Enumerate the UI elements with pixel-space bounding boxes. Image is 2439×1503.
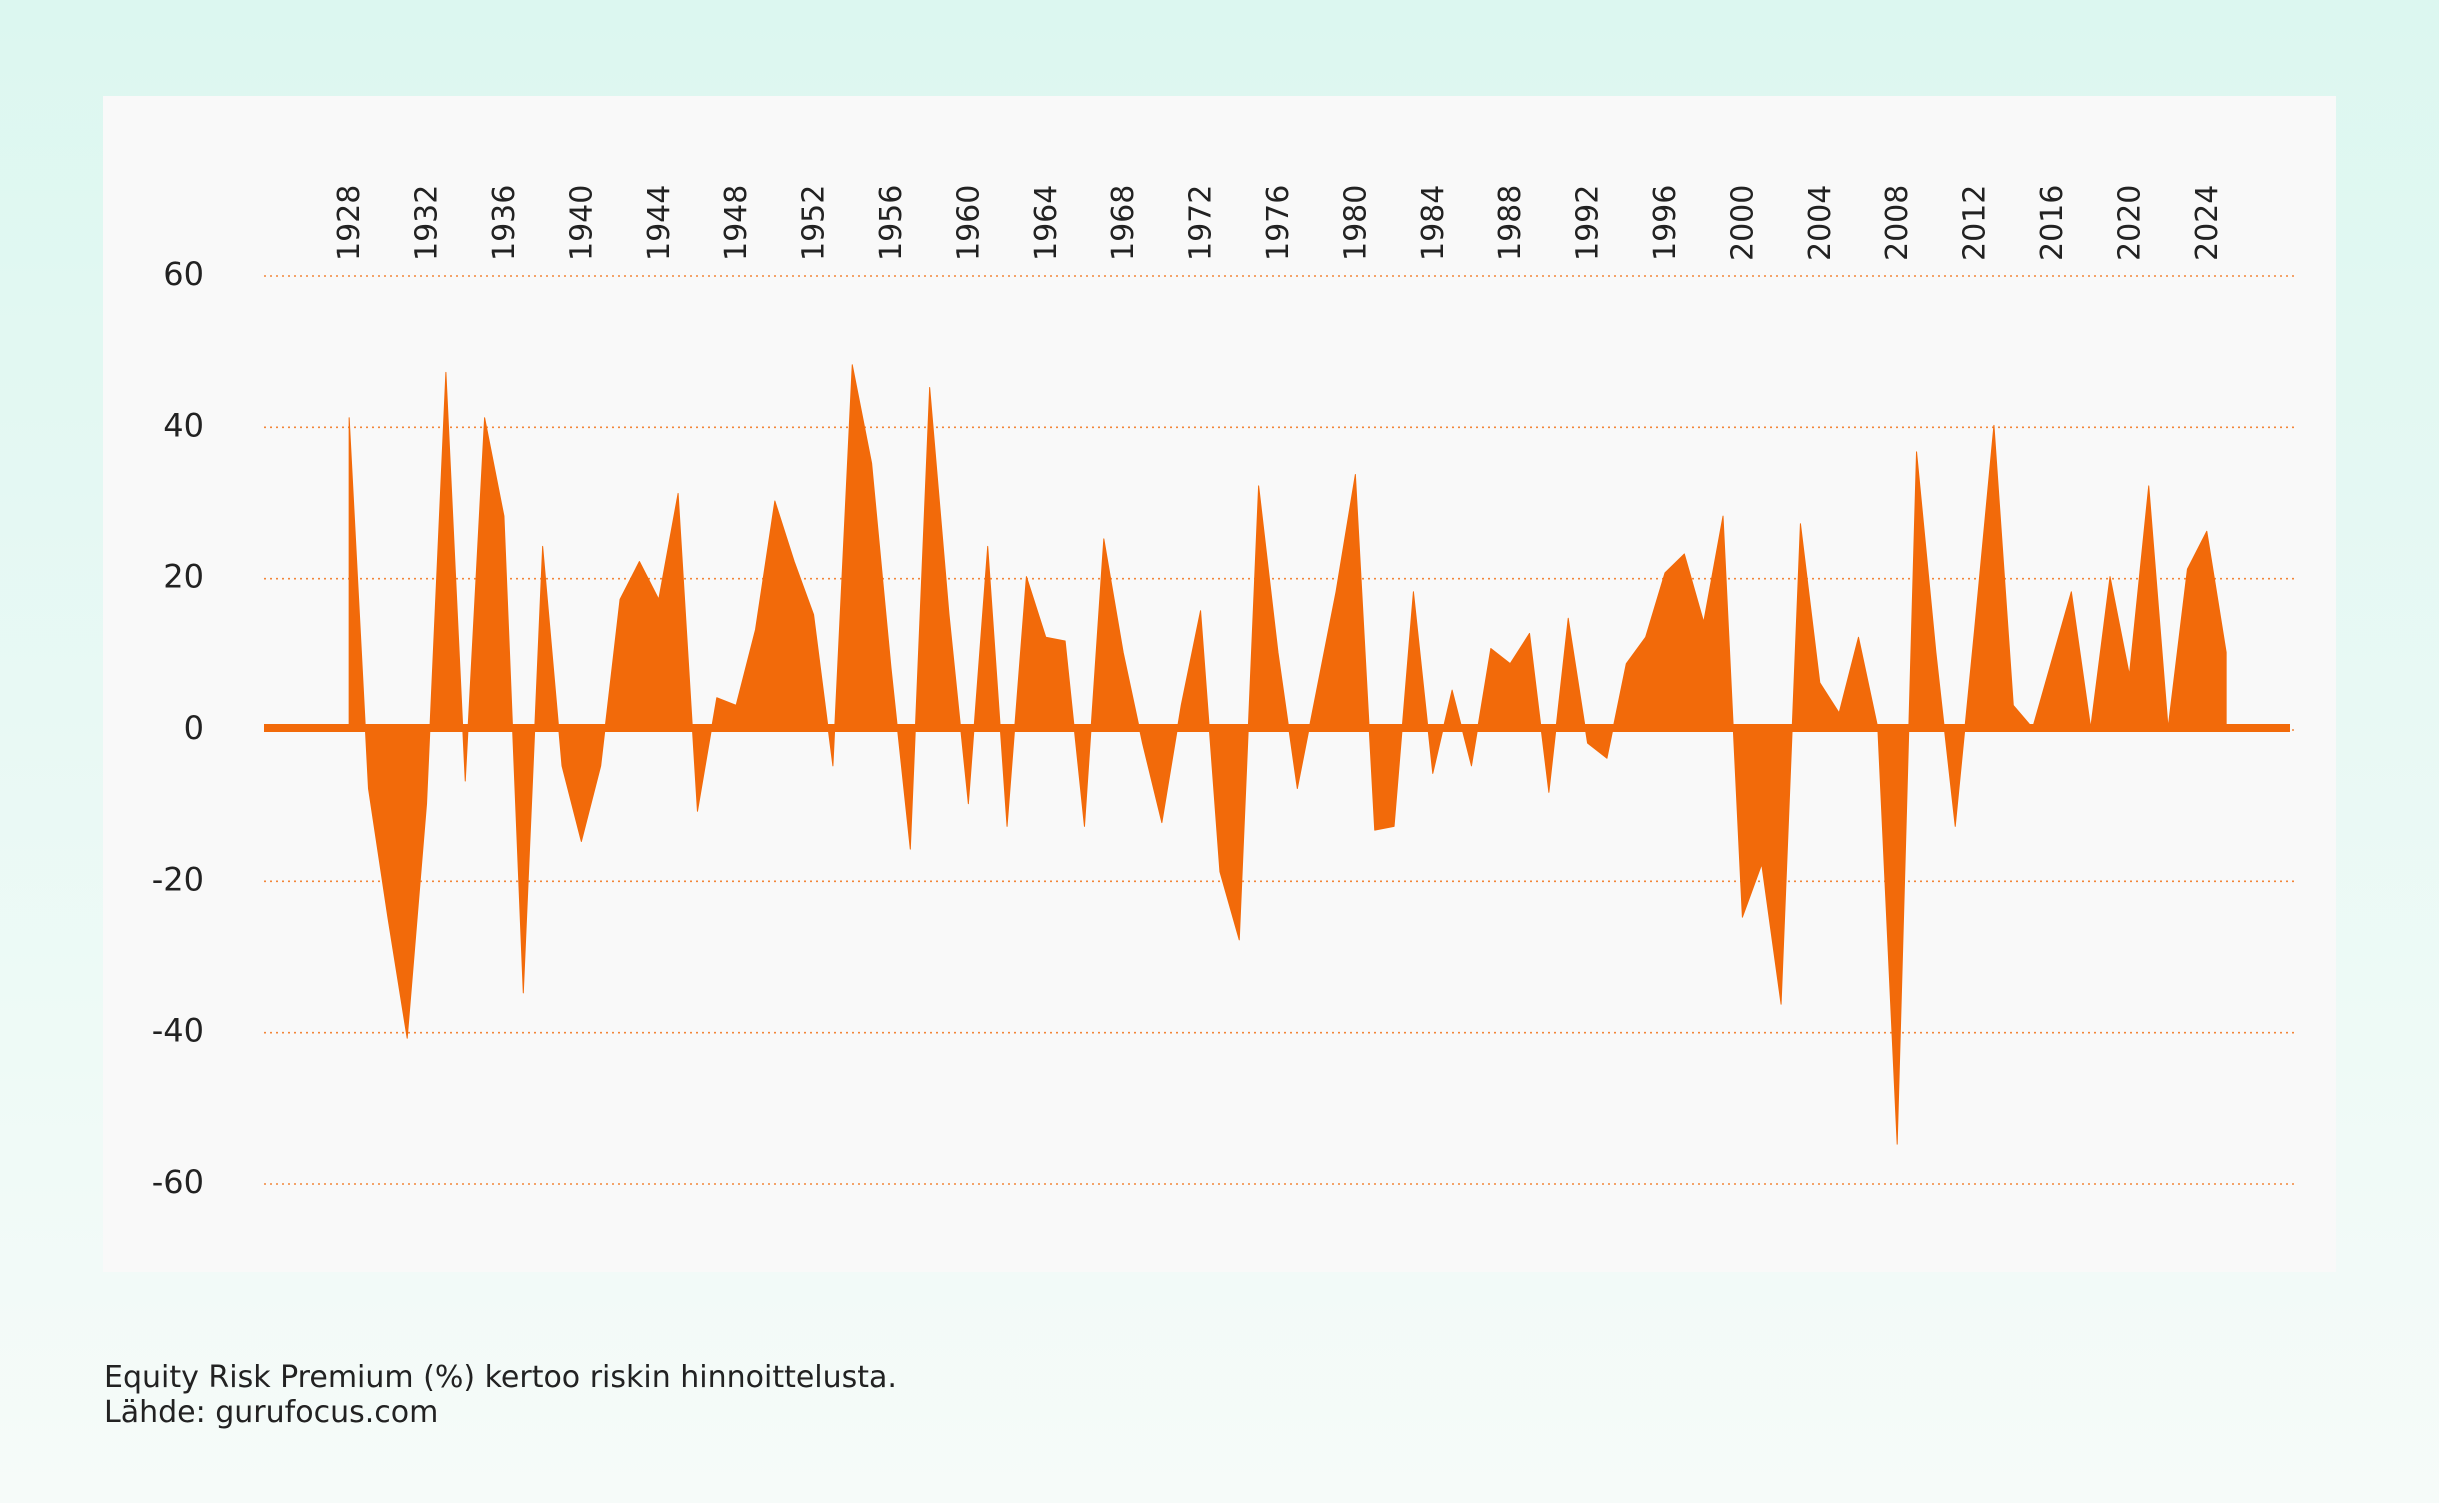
x-tick-label: 1968 [1106,185,1141,261]
area [348,364,2227,1145]
x-tick-label: 1960 [951,185,986,261]
x-tick-label: 1936 [487,185,522,261]
x-tick-label: 1996 [1648,185,1683,261]
x-tick-label: 1948 [719,185,754,261]
y-tick-label: 20 [163,558,204,596]
x-tick-label: 1952 [797,185,832,261]
y-tick-label: 60 [163,255,204,293]
x-tick-label: 1976 [1261,185,1296,261]
x-tick-label: 2004 [1803,185,1838,261]
y-tick-label: 40 [163,406,204,444]
x-tick-label: 2016 [2035,185,2070,261]
x-tick-label: 1964 [1029,185,1064,261]
x-tick-label: 2024 [2190,185,2225,261]
x-tick-label: 1928 [332,185,367,261]
x-tick-label: 1944 [642,185,677,261]
x-tick-label: 2000 [1725,185,1760,261]
x-tick-label: 2008 [1880,185,1915,261]
x-tick-label: 2012 [1958,185,1993,261]
x-tick-label: 1988 [1493,185,1528,261]
x-tick-label: 1956 [874,185,909,261]
source: Lähde: gurufocus.com [104,1395,438,1430]
caption: Equity Risk Premium (%) kertoo riskin hi… [104,1360,897,1395]
x-tick-label: 1980 [1338,185,1373,261]
x-tick-label: 1972 [1184,185,1219,261]
x-tick-label: 1932 [410,185,445,261]
x-tick-label: 1984 [1416,185,1451,261]
x-tick-label: 2020 [2112,185,2147,261]
y-tick-label: -60 [152,1163,204,1201]
x-tick-label: 1992 [1571,185,1606,261]
y-tick-label: 0 [184,709,204,747]
y-tick-label: -20 [152,860,204,898]
x-tick-label: 1940 [564,185,599,261]
plot-area: -60 -40 -20 0 20 40 60 1928 1932 1936 1940 1944 1948… [152,185,2294,1201]
y-tick-label: -40 [152,1012,204,1050]
